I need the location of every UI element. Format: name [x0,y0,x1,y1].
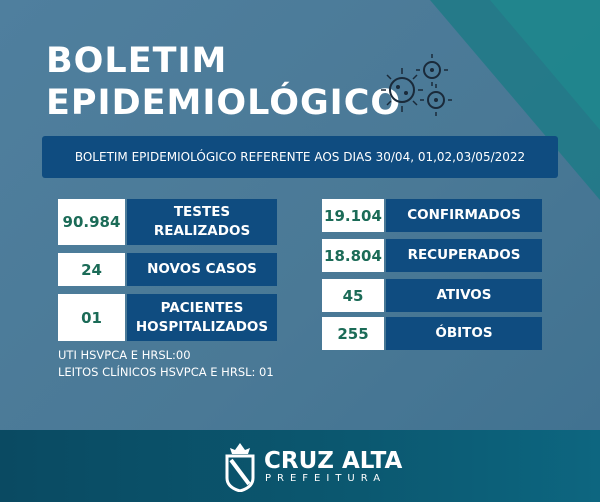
coat-of-arms-icon [225,443,255,492]
stat-label: ÓBITOS [386,317,542,350]
title-line-1: BOLETIM [46,41,228,81]
note-uti: UTI HSVPCA E HRSL:00 [58,348,191,362]
stat-label: ATIVOS [386,279,542,312]
stat-deaths: 255 ÓBITOS [322,317,542,350]
stat-recovered: 18.804 RECUPERADOS [322,239,542,272]
stat-active: 45 ATIVOS [322,279,542,312]
virus-icon [381,54,452,116]
stat-label: PACIENTES HOSPITALIZADOS [127,294,277,341]
stat-label: CONFIRMADOS [386,199,542,232]
stat-label: NOVOS CASOS [127,253,277,286]
stat-label: TESTES REALIZADOS [127,199,277,245]
stat-tests: 90.984 TESTES REALIZADOS [58,199,277,245]
title-line-2: EPIDEMIOLÓGICO [46,83,402,123]
cruz-alta-logo: CRUZ ALTA PREFEITURA [224,440,402,492]
stat-value: 01 [58,294,125,341]
stat-value: 90.984 [58,199,125,245]
stat-confirmed: 19.104 CONFIRMADOS [322,199,542,232]
stat-value: 24 [58,253,125,286]
note-clinical-beds: LEITOS CLÍNICOS HSVPCA E HRSL: 01 [58,365,274,379]
decor-triangle [490,0,600,130]
stat-value: 45 [322,279,384,312]
stat-new-cases: 24 NOVOS CASOS [58,253,277,286]
stat-label: RECUPERADOS [386,239,542,272]
stat-hospitalized: 01 PACIENTES HOSPITALIZADOS [58,294,277,341]
stat-value: 255 [322,317,384,350]
page-title: BOLETIM EPIDEMIOLÓGICO [46,40,401,124]
date-banner: BOLETIM EPIDEMIOLÓGICO REFERENTE AOS DIA… [42,136,558,178]
logo-name: CRUZ ALTA [264,447,403,474]
stat-value: 19.104 [322,199,384,232]
stat-value: 18.804 [322,239,384,272]
footer [0,430,600,502]
logo-subtitle: PREFEITURA [265,472,387,484]
